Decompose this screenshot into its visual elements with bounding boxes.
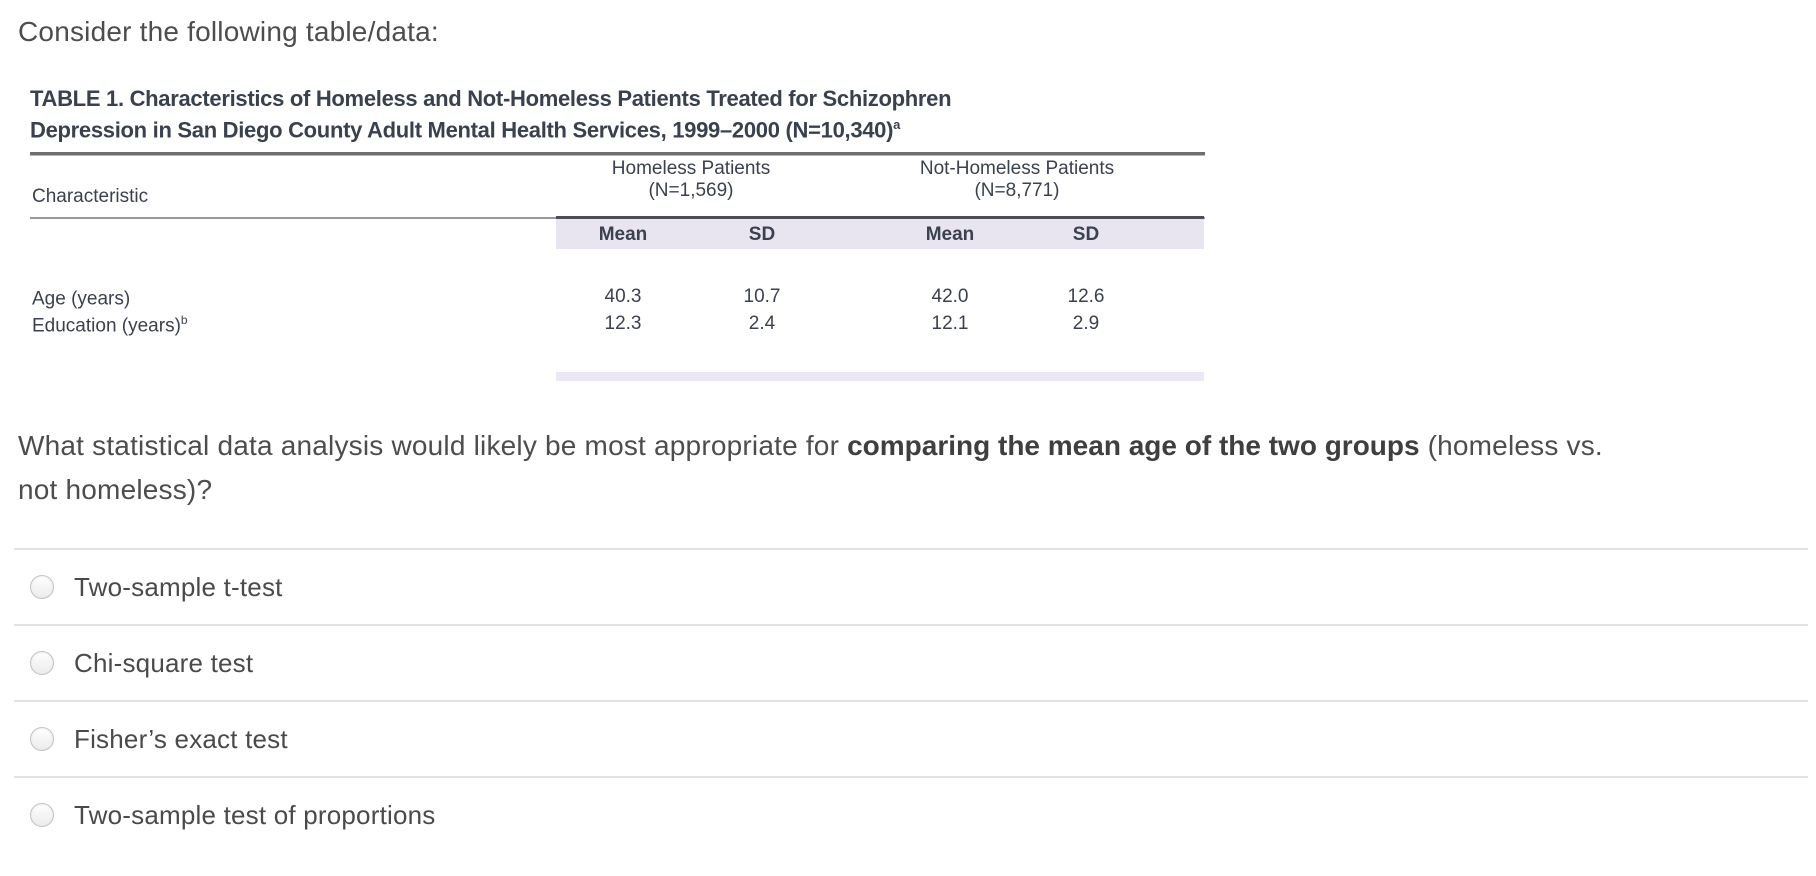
cell-age-homeless-sd: 10.7 (743, 286, 781, 307)
row-label-education: Education (years)b (32, 313, 188, 337)
question-text-line2: not homeless)? (18, 474, 213, 505)
footnote-marker-b: b (180, 313, 188, 327)
column-group-not-homeless: Not-Homeless Patients (N=8,771) (919, 158, 1115, 201)
subheader-mean-1: Mean (598, 224, 648, 245)
answer-options-list: Two-sample t-test Chi-square test Fisher… (0, 548, 1816, 852)
answer-option-label: Two-sample t-test (74, 571, 283, 602)
answer-option-label: Two-sample test of proportions (74, 799, 436, 830)
subheader-sd-2: SD (1072, 224, 1100, 245)
question-text-post: (homeless vs. (1419, 430, 1603, 461)
footnote-marker-a: a (893, 117, 901, 132)
cell-age-nothomeless-mean: 42.0 (931, 286, 969, 307)
question-intro: Consider the following table/data: (18, 16, 439, 47)
answer-option-two-sample-test-of-proportions[interactable]: Two-sample test of proportions (14, 776, 1808, 852)
column-header-characteristic: Characteristic (32, 186, 149, 207)
row-label-age: Age (years) (32, 288, 131, 310)
cell-edu-homeless-mean: 12.3 (604, 313, 642, 334)
answer-option-fishers-exact-test[interactable]: Fisher’s exact test (14, 700, 1808, 776)
cell-edu-nothomeless-mean: 12.1 (931, 313, 969, 334)
cell-edu-homeless-sd: 2.4 (748, 313, 776, 334)
subheader-sd-1: SD (748, 224, 776, 245)
question-text-bold: comparing the mean age of the two groups (847, 430, 1420, 461)
answer-option-two-sample-t-test[interactable]: Two-sample t-test (14, 548, 1808, 624)
table-title-line2: Depression in San Diego County Adult Men… (30, 117, 901, 143)
cell-age-nothomeless-sd: 12.6 (1067, 286, 1105, 307)
table-bottom-band-cutoff (556, 372, 1204, 381)
table-image: TABLE 1. Characteristics of Homeless and… (30, 86, 1205, 386)
radio-button[interactable] (30, 651, 54, 675)
radio-button[interactable] (30, 575, 54, 599)
cell-edu-nothomeless-sd: 2.9 (1072, 313, 1100, 334)
table-top-rule (30, 152, 1205, 156)
answer-option-label: Fisher’s exact test (74, 723, 288, 754)
table-row: Age (years) 40.3 10.7 42.0 12.6 (30, 286, 1205, 310)
table-row: Education (years)b 12.3 2.4 12.1 2.9 (30, 313, 1205, 337)
radio-button[interactable] (30, 803, 54, 827)
subheader-mean-2: Mean (925, 224, 975, 245)
subheader-band: Mean SD Mean SD (556, 216, 1204, 249)
answer-option-label: Chi-square test (74, 647, 254, 678)
column-group-homeless: Homeless Patients (N=1,569) (611, 158, 771, 201)
question-text-pre: What statistical data analysis would lik… (18, 430, 848, 461)
question-text: What statistical data analysis would lik… (18, 424, 1804, 512)
radio-button[interactable] (30, 727, 54, 751)
answer-option-chi-square-test[interactable]: Chi-square test (14, 624, 1808, 700)
cell-age-homeless-mean: 40.3 (604, 286, 642, 307)
table-title-line1: TABLE 1. Characteristics of Homeless and… (30, 86, 952, 111)
